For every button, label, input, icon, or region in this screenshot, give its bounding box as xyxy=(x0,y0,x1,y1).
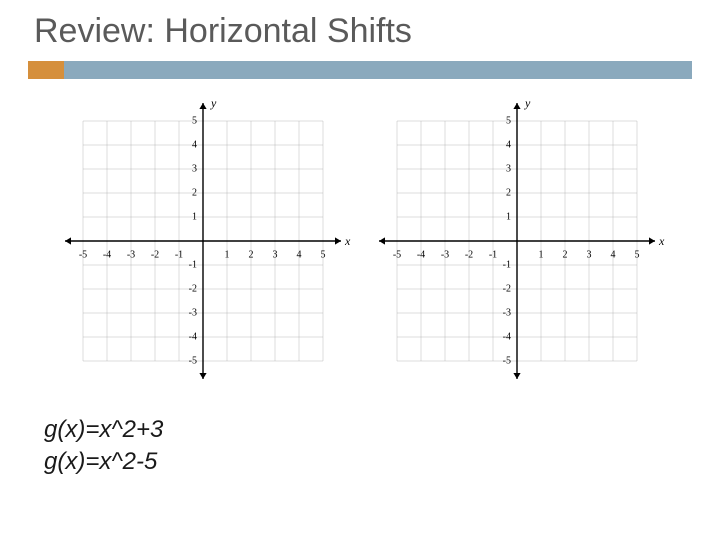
svg-text:-2: -2 xyxy=(503,283,511,294)
svg-text:-1: -1 xyxy=(503,259,511,270)
coordinate-grid: 1 2 3 4 5 -5 -4 -3 -2 -1 1 2 3 4 5 -1 -2 -3 -4 -5 x y xyxy=(369,93,665,389)
svg-text:-1: -1 xyxy=(489,249,497,260)
svg-text:3: 3 xyxy=(273,249,278,260)
graph-right: 1 2 3 4 5 -5 -4 -3 -2 -1 1 2 3 4 5 -1 -2 -3 -4 -5 x y xyxy=(369,93,665,394)
svg-text:-2: -2 xyxy=(465,249,473,260)
svg-text:y: y xyxy=(210,96,217,110)
svg-text:2: 2 xyxy=(563,249,568,260)
equation-2: g(x)=x^2-5 xyxy=(44,446,692,478)
svg-text:5: 5 xyxy=(192,115,197,126)
svg-text:y: y xyxy=(524,96,531,110)
slide-title: Review: Horizontal Shifts xyxy=(34,12,692,51)
svg-text:-5: -5 xyxy=(79,249,87,260)
accent-bar xyxy=(28,61,692,79)
graphs-row: 1 2 3 4 5 -5 -4 -3 -2 -1 1 2 3 4 5 -1 -2 -3 -4 -5 x y 1 2 3 4 5 -5… xyxy=(28,93,692,394)
coordinate-grid: 1 2 3 4 5 -5 -4 -3 -2 -1 1 2 3 4 5 -1 -2 -3 -4 -5 x y xyxy=(55,93,351,389)
svg-text:-2: -2 xyxy=(189,283,197,294)
svg-text:4: 4 xyxy=(192,139,197,150)
svg-text:-2: -2 xyxy=(151,249,159,260)
svg-text:-3: -3 xyxy=(127,249,135,260)
svg-text:4: 4 xyxy=(506,139,511,150)
svg-text:2: 2 xyxy=(506,187,511,198)
svg-text:-1: -1 xyxy=(175,249,183,260)
svg-text:5: 5 xyxy=(635,249,640,260)
svg-text:-3: -3 xyxy=(441,249,449,260)
svg-text:-1: -1 xyxy=(189,259,197,270)
equations: g(x)=x^2+3 g(x)=x^2-5 xyxy=(28,414,692,479)
svg-text:4: 4 xyxy=(611,249,616,260)
svg-text:5: 5 xyxy=(321,249,326,260)
svg-text:3: 3 xyxy=(192,163,197,174)
svg-text:1: 1 xyxy=(539,249,544,260)
svg-text:4: 4 xyxy=(297,249,302,260)
svg-text:1: 1 xyxy=(506,211,511,222)
svg-text:-4: -4 xyxy=(103,249,111,260)
slide: Review: Horizontal Shifts 1 2 3 4 5 -5 -4 -3 -2 -… xyxy=(0,0,720,540)
svg-text:3: 3 xyxy=(506,163,511,174)
accent-small xyxy=(28,61,64,79)
accent-long xyxy=(64,61,692,79)
svg-text:x: x xyxy=(344,234,351,248)
svg-text:-5: -5 xyxy=(189,355,197,366)
svg-text:2: 2 xyxy=(249,249,254,260)
svg-text:-4: -4 xyxy=(417,249,425,260)
svg-text:3: 3 xyxy=(587,249,592,260)
svg-text:-4: -4 xyxy=(503,331,511,342)
svg-text:1: 1 xyxy=(225,249,230,260)
svg-text:-3: -3 xyxy=(503,307,511,318)
svg-text:-5: -5 xyxy=(503,355,511,366)
svg-text:1: 1 xyxy=(192,211,197,222)
svg-text:-5: -5 xyxy=(393,249,401,260)
graph-left: 1 2 3 4 5 -5 -4 -3 -2 -1 1 2 3 4 5 -1 -2 -3 -4 -5 x y xyxy=(55,93,351,394)
svg-text:2: 2 xyxy=(192,187,197,198)
svg-text:5: 5 xyxy=(506,115,511,126)
svg-text:-4: -4 xyxy=(189,331,197,342)
equation-1: g(x)=x^2+3 xyxy=(44,414,692,446)
svg-text:x: x xyxy=(658,234,665,248)
svg-text:-3: -3 xyxy=(189,307,197,318)
